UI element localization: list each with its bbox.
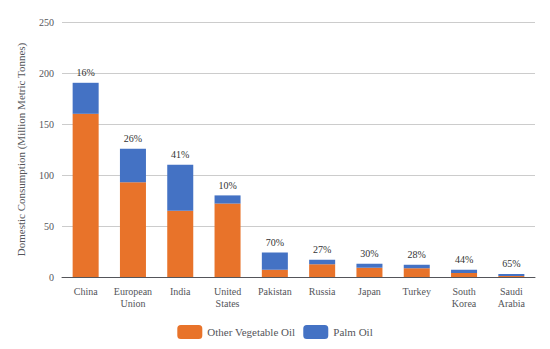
svg-text:Palm Oil: Palm Oil: [333, 326, 372, 338]
svg-text:China: China: [74, 286, 98, 297]
svg-text:European: European: [114, 286, 152, 297]
svg-text:10%: 10%: [218, 180, 236, 191]
svg-text:Domestic Consumption (Million: Domestic Consumption (Million Metric Ton…: [15, 42, 28, 256]
svg-text:44%: 44%: [455, 254, 473, 265]
svg-text:Saudi: Saudi: [500, 286, 523, 297]
svg-text:28%: 28%: [408, 249, 426, 260]
svg-text:50: 50: [44, 221, 54, 232]
svg-text:65%: 65%: [502, 258, 520, 269]
svg-text:30%: 30%: [360, 248, 378, 259]
svg-text:States: States: [216, 298, 240, 309]
svg-text:200: 200: [39, 68, 54, 79]
svg-text:100: 100: [39, 170, 54, 181]
svg-text:Pakistan: Pakistan: [258, 286, 292, 297]
svg-text:41%: 41%: [171, 149, 189, 160]
svg-text:South: South: [452, 286, 475, 297]
svg-text:70%: 70%: [266, 237, 284, 248]
svg-text:Arabia: Arabia: [498, 298, 526, 309]
svg-text:Japan: Japan: [358, 286, 381, 297]
svg-text:26%: 26%: [124, 133, 142, 144]
svg-text:Korea: Korea: [452, 298, 477, 309]
svg-text:150: 150: [39, 119, 54, 130]
svg-text:16%: 16%: [76, 67, 94, 78]
svg-text:India: India: [170, 286, 191, 297]
svg-text:Other Vegetable Oil: Other Vegetable Oil: [207, 326, 295, 338]
svg-text:Turkey: Turkey: [402, 286, 431, 297]
svg-text:0: 0: [49, 272, 54, 283]
svg-text:Union: Union: [120, 298, 145, 309]
svg-text:Russia: Russia: [309, 286, 336, 297]
svg-text:United: United: [214, 286, 241, 297]
svg-text:27%: 27%: [313, 244, 331, 255]
svg-text:250: 250: [39, 17, 54, 28]
